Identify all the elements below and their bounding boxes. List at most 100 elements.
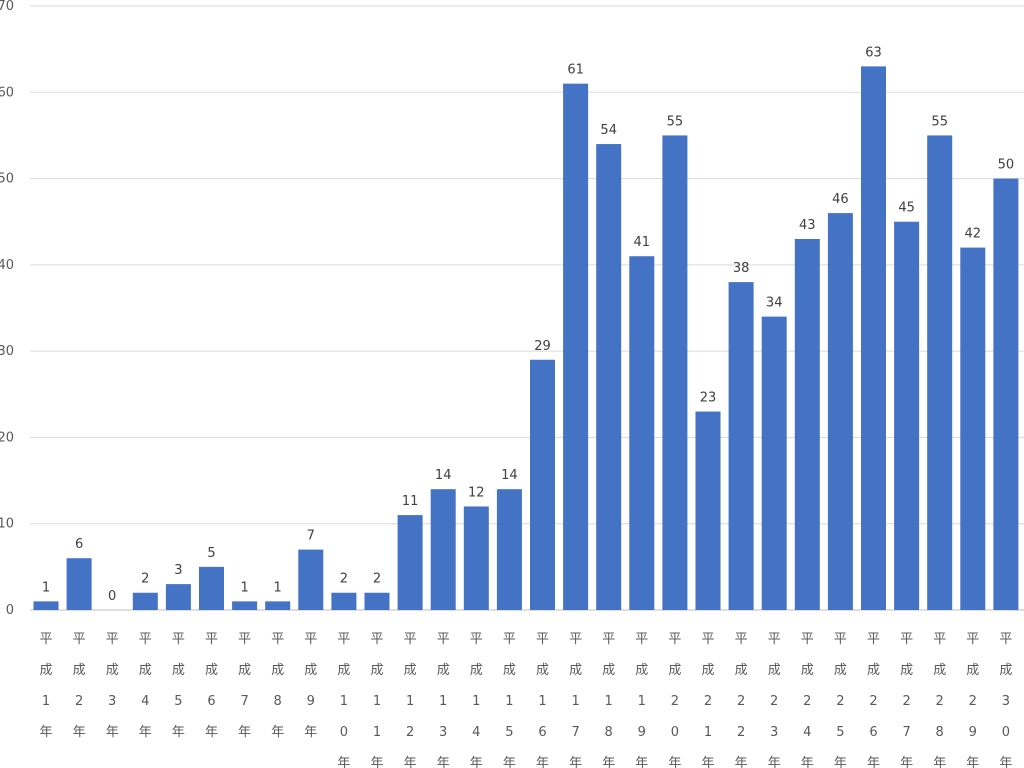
data-label: 2 bbox=[373, 572, 381, 587]
x-tick-label-text: 平成 1 4 年 bbox=[470, 632, 483, 768]
data-label: 41 bbox=[634, 235, 651, 250]
x-tick-label: 平成 2 9 年 bbox=[966, 632, 979, 768]
x-tick-label-text: 平成 2 7 年 bbox=[900, 632, 913, 768]
x-tick-label: 平成 2 8 年 bbox=[933, 632, 946, 768]
data-label: 23 bbox=[700, 391, 717, 406]
bar bbox=[563, 83, 589, 610]
x-tick-label-text: 平成 1 1 年 bbox=[370, 632, 383, 768]
x-tick-label-text: 平成 1 2 年 bbox=[404, 632, 417, 768]
data-label: 11 bbox=[402, 494, 419, 509]
data-label: 54 bbox=[600, 123, 617, 138]
x-tick-label: 平成 2 年 bbox=[73, 632, 86, 740]
x-tick-label: 平成 1 年 bbox=[39, 632, 52, 740]
x-tick-label-text: 平成 1 7 年 bbox=[569, 632, 582, 768]
bar bbox=[33, 601, 59, 610]
x-tick-label-text: 平成 8 年 bbox=[271, 632, 284, 740]
data-label: 55 bbox=[931, 114, 948, 129]
bar bbox=[927, 135, 953, 610]
bar bbox=[298, 549, 324, 610]
x-tick-label: 平成 3 0 年 bbox=[999, 632, 1012, 768]
x-tick-label: 平成 2 5 年 bbox=[834, 632, 847, 768]
x-tick-label: 平成 7 年 bbox=[238, 632, 251, 740]
bar bbox=[430, 489, 456, 610]
x-tick-label-text: 平成 1 8 年 bbox=[602, 632, 615, 768]
grid-layer bbox=[30, 5, 1024, 611]
x-tick-label: 平成 2 1 年 bbox=[701, 632, 714, 768]
data-label: 1 bbox=[42, 580, 50, 595]
x-tick-label: 平成 8 年 bbox=[271, 632, 284, 740]
x-tick-label-text: 平成 2 3 年 bbox=[768, 632, 781, 768]
data-label: 43 bbox=[799, 218, 816, 233]
x-tick-label-text: 平成 3 0 年 bbox=[999, 632, 1012, 768]
x-tick-label: 平成 1 3 年 bbox=[437, 632, 450, 768]
y-tick-label: 40 bbox=[0, 258, 14, 273]
bar bbox=[496, 489, 522, 610]
data-label: 6 bbox=[75, 537, 83, 552]
x-tick-label: 平成 2 2 年 bbox=[735, 632, 748, 768]
x-tick-label: 平成 5 年 bbox=[172, 632, 185, 740]
bar bbox=[331, 592, 357, 610]
x-tick-label-text: 平成 1 3 年 bbox=[437, 632, 450, 768]
x-tick-label: 平成 9 年 bbox=[304, 632, 317, 740]
x-tick-label: 平成 2 7 年 bbox=[900, 632, 913, 768]
x-tick-label-text: 平成 1 6 年 bbox=[536, 632, 549, 768]
bar bbox=[993, 178, 1019, 611]
data-label: 29 bbox=[534, 339, 551, 354]
x-tick-label-text: 平成 1 9 年 bbox=[635, 632, 648, 768]
x-tick-label: 平成 2 6 年 bbox=[867, 632, 880, 768]
x-tick-label-text: 平成 1 0 年 bbox=[337, 632, 350, 768]
bar bbox=[66, 558, 92, 610]
data-label: 61 bbox=[567, 63, 584, 78]
data-label: 50 bbox=[998, 158, 1015, 173]
x-tick-label: 平成 1 9 年 bbox=[635, 632, 648, 768]
y-axis-ticks: 0 10 20 30 40 50 60 70 bbox=[0, 0, 14, 618]
data-label: 46 bbox=[832, 192, 849, 207]
x-tick-label: 平成 1 7 年 bbox=[569, 632, 582, 768]
bar bbox=[530, 359, 555, 610]
x-tick-label-text: 平成 2 2 年 bbox=[735, 632, 748, 768]
bar bbox=[695, 411, 721, 610]
x-tick-label: 平成 4 年 bbox=[139, 632, 152, 740]
x-tick-label-text: 平成 7 年 bbox=[238, 632, 251, 740]
bar bbox=[232, 601, 258, 610]
bar bbox=[265, 601, 291, 610]
x-tick-label-text: 平成 2 8 年 bbox=[933, 632, 946, 768]
y-tick-label: 30 bbox=[0, 344, 14, 359]
x-tick-label-text: 平成 2 5 年 bbox=[834, 632, 847, 768]
x-tick-label: 平成 1 2 年 bbox=[404, 632, 417, 768]
data-label: 1 bbox=[274, 580, 282, 595]
bar bbox=[132, 592, 158, 610]
bar bbox=[629, 256, 655, 610]
x-tick-label-text: 平成 1 5 年 bbox=[503, 632, 516, 768]
x-tick-label: 平成 2 0 年 bbox=[668, 632, 681, 768]
data-label: 0 bbox=[108, 589, 116, 604]
bar bbox=[662, 135, 688, 610]
data-label: 14 bbox=[435, 468, 452, 483]
x-tick-label: 平成 6 年 bbox=[205, 632, 218, 740]
bar bbox=[761, 316, 787, 610]
x-tick-label-text: 平成 3 年 bbox=[106, 632, 119, 740]
data-label: 42 bbox=[965, 227, 982, 242]
data-label: 14 bbox=[501, 468, 518, 483]
x-tick-label-text: 平成 6 年 bbox=[205, 632, 218, 740]
bar bbox=[728, 282, 754, 610]
x-tick-label-text: 平成 2 1 年 bbox=[701, 632, 714, 768]
x-tick-label: 平成 3 年 bbox=[106, 632, 119, 740]
bar bbox=[794, 238, 820, 610]
x-tick-label-text: 平成 1 年 bbox=[39, 632, 52, 740]
data-label: 55 bbox=[667, 114, 684, 129]
data-label: 2 bbox=[141, 572, 149, 587]
y-tick-label: 0 bbox=[6, 603, 14, 618]
data-label: 38 bbox=[733, 261, 750, 276]
x-tick-label-text: 平成 9 年 bbox=[304, 632, 317, 740]
x-tick-label: 平成 1 8 年 bbox=[602, 632, 615, 768]
bars-layer bbox=[33, 66, 1019, 611]
data-label: 1 bbox=[240, 580, 248, 595]
x-tick-label-text: 平成 2 0 年 bbox=[668, 632, 681, 768]
x-tick-label: 平成 2 3 年 bbox=[768, 632, 781, 768]
data-label: 34 bbox=[766, 296, 783, 311]
x-tick-label-text: 平成 2 年 bbox=[73, 632, 86, 740]
x-tick-label-text: 平成 4 年 bbox=[139, 632, 152, 740]
bar bbox=[463, 506, 489, 610]
x-tick-label-text: 平成 5 年 bbox=[172, 632, 185, 740]
